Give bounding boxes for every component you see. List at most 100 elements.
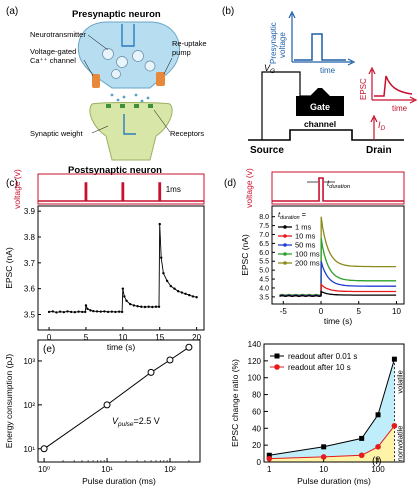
panel-e-energy-line xyxy=(43,346,190,450)
panel-e-energy-point xyxy=(103,401,111,409)
panel-c-y-tick-label: 3.8 xyxy=(24,233,36,242)
panel-c-epsc-point xyxy=(121,287,125,290)
panel-c-x-tick-label: 5 xyxy=(84,333,89,342)
panel-f-series-0.01s-point xyxy=(321,444,327,450)
panel-d-x-tick-label: 0 xyxy=(319,307,324,316)
panel-c-epsc-point xyxy=(125,299,128,303)
panel-c-epsc-point xyxy=(195,295,198,299)
panel-d-legend-marker xyxy=(283,252,287,256)
panel-a-synapse-illustration: (a) Presynaptic neuron Neurotransmitter xyxy=(6,6,207,176)
panel-c-epsc-line xyxy=(49,224,197,313)
vesicle xyxy=(111,69,121,79)
presynaptic-terminal xyxy=(77,21,180,89)
panel-f-plot-frame xyxy=(263,343,405,463)
panel-c-epsc-point xyxy=(70,310,73,314)
id-label: ID xyxy=(378,120,386,132)
panel-c-pulse-label: 1ms xyxy=(166,185,181,194)
neurotransmitter-label: Neurotransmitter xyxy=(30,30,86,39)
panel-c-epsc-point xyxy=(120,310,124,314)
panel-d-y-axis-label: EPSC (nA) xyxy=(240,234,250,276)
epsc-inset xyxy=(368,66,418,104)
synaptic-weight-arrow xyxy=(123,114,136,135)
epsc-time-label: time xyxy=(392,104,408,113)
panel-c-epsc-point xyxy=(99,310,102,313)
panel-d-y-tick-label: 4.5 xyxy=(259,277,269,284)
panel-c-x-tick-label: 0 xyxy=(47,333,52,342)
voltage-gated-channel-icon xyxy=(92,74,100,88)
panel-e-energy-chart: (e) 10⁰ 10¹ 10² 10¹ 10² 10³ Pulse duration (ms)… xyxy=(4,339,201,486)
panel-c-epsc-point xyxy=(66,310,69,313)
panel-d-plot-frame xyxy=(271,205,405,305)
panel-d-legend-marker xyxy=(283,261,287,265)
synaptic-weight-leader xyxy=(91,125,109,134)
panel-e-x-tick-label: 10⁰ xyxy=(38,465,50,474)
panel-c-epsc-point xyxy=(114,310,117,314)
panel-c-epsc-point xyxy=(117,310,121,313)
panel-d-voltage-pulse xyxy=(272,177,404,202)
panel-f-nonvolatile-label: nonvolatile xyxy=(395,426,404,462)
panel-d-y-tick-label: 6.0 xyxy=(259,250,269,257)
vg-channel-label-2: Ca⁺⁺ channel xyxy=(30,56,76,65)
panel-d-letter: (d) xyxy=(224,178,236,189)
vesicle xyxy=(102,48,114,60)
panel-f-legend-marker xyxy=(274,353,280,359)
vesicle xyxy=(116,56,128,68)
panel-f-legend-label: readout after 0.01 s xyxy=(288,352,357,361)
panel-f-series-0.01s-point xyxy=(359,435,365,441)
receptors-icon xyxy=(106,104,153,108)
vesicles xyxy=(102,48,156,79)
panel-c-epsc-point xyxy=(157,305,161,308)
panel-f-y-tick-label: 40 xyxy=(252,424,261,433)
panel-c-epsc-point xyxy=(77,310,80,313)
postsynaptic-label: Postsynaptic neuron xyxy=(68,165,162,176)
panel-d-x-tick-label: 10 xyxy=(392,307,401,316)
reuptake-pump-icon xyxy=(156,72,165,86)
panel-c-epsc-point xyxy=(147,305,150,308)
panel-c-y-tick-label: 3.9 xyxy=(24,207,36,216)
panel-c-epsc-point xyxy=(123,295,126,298)
panel-f-series-10s-point xyxy=(266,455,273,462)
panel-d-legend-label: 10 ms xyxy=(295,232,316,241)
panel-c-epsc-point xyxy=(103,310,106,313)
panel-d-legend-label: 200 ms xyxy=(295,259,320,268)
panel-c-epsc-chart: (c)voltage (v) 1ms 0 5 10 15 20 3.5 3.6 3.7 3.8 3.9… xyxy=(4,169,205,352)
panel-c-epsc-point xyxy=(160,256,163,259)
panel-f-series-10s-point xyxy=(375,444,381,450)
vesicle xyxy=(144,60,156,72)
channel-label: channel xyxy=(304,119,336,129)
panel-c-y-tick-label: 3.5 xyxy=(24,311,36,320)
panel-c-epsc-point xyxy=(169,284,172,288)
panel-c-x-tick-label: 20 xyxy=(192,333,201,342)
panel-c-epsc-point xyxy=(55,311,58,314)
panel-c-epsc-point xyxy=(47,310,51,314)
panel-d-legend-marker xyxy=(283,243,287,247)
panel-d-legend-marker xyxy=(283,234,287,238)
panel-f-epsc-ratio-chart: (f) 1 10 100 0 20 40 60 80 100 120 140 Pulse duratio… xyxy=(230,340,405,486)
panel-d-x-tick-label: 5 xyxy=(357,307,362,316)
vesicle xyxy=(132,50,144,62)
panel-f-x-tick-label: 10 xyxy=(319,465,328,474)
panel-f-series-10s-point xyxy=(391,422,398,429)
panel-f-series-0.01s-point xyxy=(266,452,272,458)
panel-d-legend-label: 1 ms xyxy=(295,223,312,232)
panel-d-voltage-frame xyxy=(271,171,405,205)
panel-d-voltage-axis-label: voltage (v) xyxy=(244,168,254,208)
panel-f-y-tick-label: 60 xyxy=(252,407,261,416)
panel-f-x-axis-label: Pulse duration (ms) xyxy=(297,476,371,486)
panel-c-epsc-point xyxy=(84,304,88,307)
panel-c-y-axis-label: EPSC (nA) xyxy=(4,247,14,289)
neurotransmitter-dots xyxy=(110,93,150,103)
panel-f-legend-label: readout after 10 s xyxy=(288,363,351,372)
panel-e-energy-point xyxy=(185,343,193,351)
vg-channel-leader xyxy=(83,59,94,77)
panel-d-x-tick-label: -5 xyxy=(280,307,288,316)
panel-e-y-tick-label: 10³ xyxy=(23,357,35,366)
panel-f-series-10s-point xyxy=(358,452,365,459)
panel-c-voltage-pulses xyxy=(38,182,204,202)
panel-f-y-tick-label: 20 xyxy=(252,441,261,450)
panel-c-epsc-point xyxy=(143,305,147,309)
presynaptic-voltage-label-2: voltage xyxy=(278,32,287,58)
panel-f-x-tick-label: 100 xyxy=(371,465,385,474)
presynaptic-voltage-label-1: Presynaptic xyxy=(269,22,278,64)
